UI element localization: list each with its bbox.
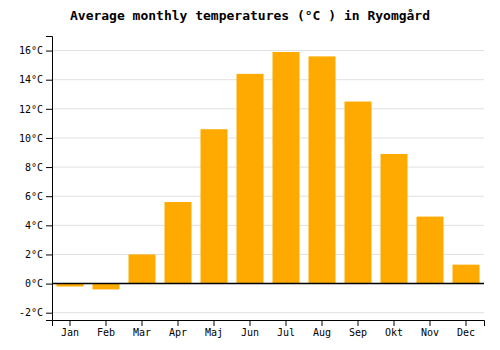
bar [453, 265, 480, 284]
x-tick-label: Jul [277, 327, 295, 338]
x-tick: Nov [421, 320, 439, 338]
bar [309, 56, 336, 283]
y-tick-mark [46, 51, 52, 52]
x-tick-mark [70, 320, 71, 326]
y-tick-mark [46, 196, 52, 197]
y-tick-mark [46, 167, 52, 168]
x-tick: Jan [61, 320, 79, 338]
grid-line [52, 196, 484, 197]
bar [129, 254, 156, 283]
y-tick-label: 0°C [25, 278, 43, 289]
y-axis: -2°C 0°C 2°C 4°C 6°C 8°C 10°C 12°C 14°C 16°C [19, 37, 53, 321]
plot-area: -2°C 0°C 2°C 4°C 6°C 8°C 10°C 12°C 14°C 16°C Jan Fe… [19, 37, 485, 339]
x-tick: Sep [349, 320, 367, 338]
grid-line [52, 108, 484, 109]
bar [345, 102, 372, 284]
y-tick-mark [46, 284, 52, 285]
x-tick-mark [214, 320, 215, 326]
chart-svg: Average monthly temperatures (°C ) in Ry… [0, 0, 500, 350]
x-tick-mark [430, 320, 431, 326]
x-tick: Jul [277, 320, 295, 338]
y-tick-label: 4°C [25, 220, 43, 231]
bar [417, 217, 444, 284]
x-tick-label: Feb [97, 327, 115, 338]
x-tick-mark [142, 320, 143, 326]
y-tick-label: 2°C [25, 249, 43, 260]
grid [52, 51, 484, 313]
x-tick-mark [466, 320, 467, 326]
bar [93, 284, 120, 290]
chart-container: Average monthly temperatures (°C ) in Ry… [0, 0, 500, 350]
y-tick-mark [46, 109, 52, 110]
y-tick: 12°C [19, 104, 52, 115]
x-tick: Mar [133, 320, 151, 338]
grid-line [52, 167, 484, 168]
x-axis-line [53, 321, 485, 327]
bar [237, 74, 264, 284]
x-tick: Dec [457, 320, 475, 338]
x-tick-label: Jan [61, 327, 79, 338]
y-tick: 6°C [25, 191, 52, 202]
x-tick-label: Sep [349, 327, 367, 338]
grid-line [52, 50, 484, 51]
y-tick-label: -2°C [19, 307, 43, 318]
x-tick-mark [286, 320, 287, 326]
x-tick-mark [250, 320, 251, 326]
x-tick-mark [358, 320, 359, 326]
y-tick-label: 6°C [25, 191, 43, 202]
y-tick: 16°C [19, 45, 52, 56]
y-tick-mark [46, 254, 52, 255]
y-tick-mark [46, 80, 52, 81]
grid-line [52, 283, 484, 284]
y-tick: 4°C [25, 220, 52, 231]
y-tick-label: 8°C [25, 162, 43, 173]
x-tick-label: Jun [241, 327, 259, 338]
x-tick-mark [394, 320, 395, 326]
x-axis: Jan Feb Mar Apr Maj Jun Jul Aug Sep Okt Nov Dec [53, 320, 485, 338]
chart-title: Average monthly temperatures (°C ) in Ry… [70, 8, 430, 23]
marks [52, 52, 484, 289]
x-tick-label: Okt [385, 327, 403, 338]
x-tick: Feb [97, 320, 115, 338]
x-tick-label: Mar [133, 327, 151, 338]
y-tick-mark [46, 313, 52, 314]
y-tick-mark [46, 225, 52, 226]
x-tick: Okt [385, 320, 403, 338]
y-tick: -2°C [19, 307, 52, 318]
x-tick-label: Aug [313, 327, 331, 338]
y-tick-mark [46, 138, 52, 139]
x-tick-mark [178, 320, 179, 326]
grid-line [52, 312, 484, 313]
x-tick-label: Maj [205, 327, 223, 338]
y-tick: 14°C [19, 74, 52, 85]
x-tick-label: Dec [457, 327, 475, 338]
y-tick-label: 10°C [19, 133, 43, 144]
y-tick-label: 16°C [19, 45, 43, 56]
bar [273, 52, 300, 284]
x-tick: Jun [241, 320, 259, 338]
x-tick: Apr [169, 320, 187, 338]
x-tick-label: Apr [169, 327, 187, 338]
bar [165, 202, 192, 284]
x-tick-label: Nov [421, 327, 439, 338]
y-axis-line [46, 37, 53, 321]
y-tick-label: 14°C [19, 74, 43, 85]
y-tick: 10°C [19, 133, 52, 144]
zero-line [52, 283, 484, 285]
x-tick-mark [322, 320, 323, 326]
x-tick: Maj [205, 320, 223, 338]
y-tick-label: 12°C [19, 104, 43, 115]
y-tick: 0°C [25, 278, 52, 289]
bar [201, 129, 228, 283]
x-tick: Aug [313, 320, 331, 338]
x-tick-mark [106, 320, 107, 326]
y-tick: 2°C [25, 249, 52, 260]
bar [381, 154, 408, 284]
grid-line [52, 137, 484, 138]
grid-line [52, 79, 484, 80]
y-tick: 8°C [25, 162, 52, 173]
